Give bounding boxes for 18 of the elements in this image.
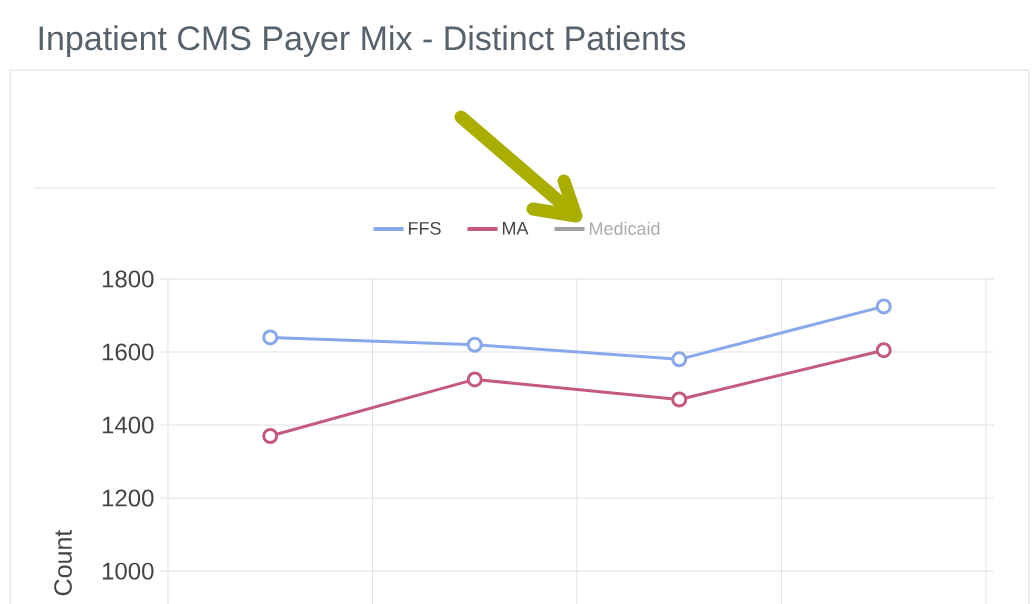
point: [875, 298, 892, 315]
legend-label: FFS: [408, 221, 441, 235]
point: [262, 329, 279, 346]
y-tick-label: 1400: [102, 416, 154, 434]
point: [671, 391, 688, 408]
point: [875, 342, 892, 359]
point: [466, 336, 483, 353]
point: [262, 428, 279, 445]
legend-label: MA: [502, 222, 529, 235]
point: [466, 371, 483, 388]
y-tick-label: 1000: [102, 562, 154, 580]
legend-label: Medicaid: [589, 221, 660, 235]
point: [671, 351, 688, 368]
y-tick-label: 1600: [102, 343, 154, 361]
y-axis-title: Count: [54, 529, 72, 596]
chart-title: Inpatient CMS Payer Mix - Distinct Patients: [39, 25, 686, 58]
y-tick-label: 1800: [102, 270, 154, 288]
y-tick-label: 1200: [102, 489, 154, 507]
